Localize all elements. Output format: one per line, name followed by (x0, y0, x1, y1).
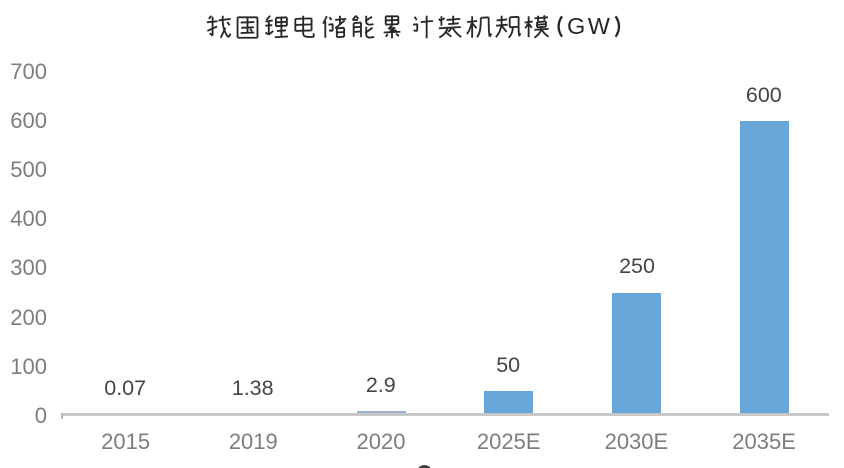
svg-text:GW: GW (567, 13, 612, 39)
